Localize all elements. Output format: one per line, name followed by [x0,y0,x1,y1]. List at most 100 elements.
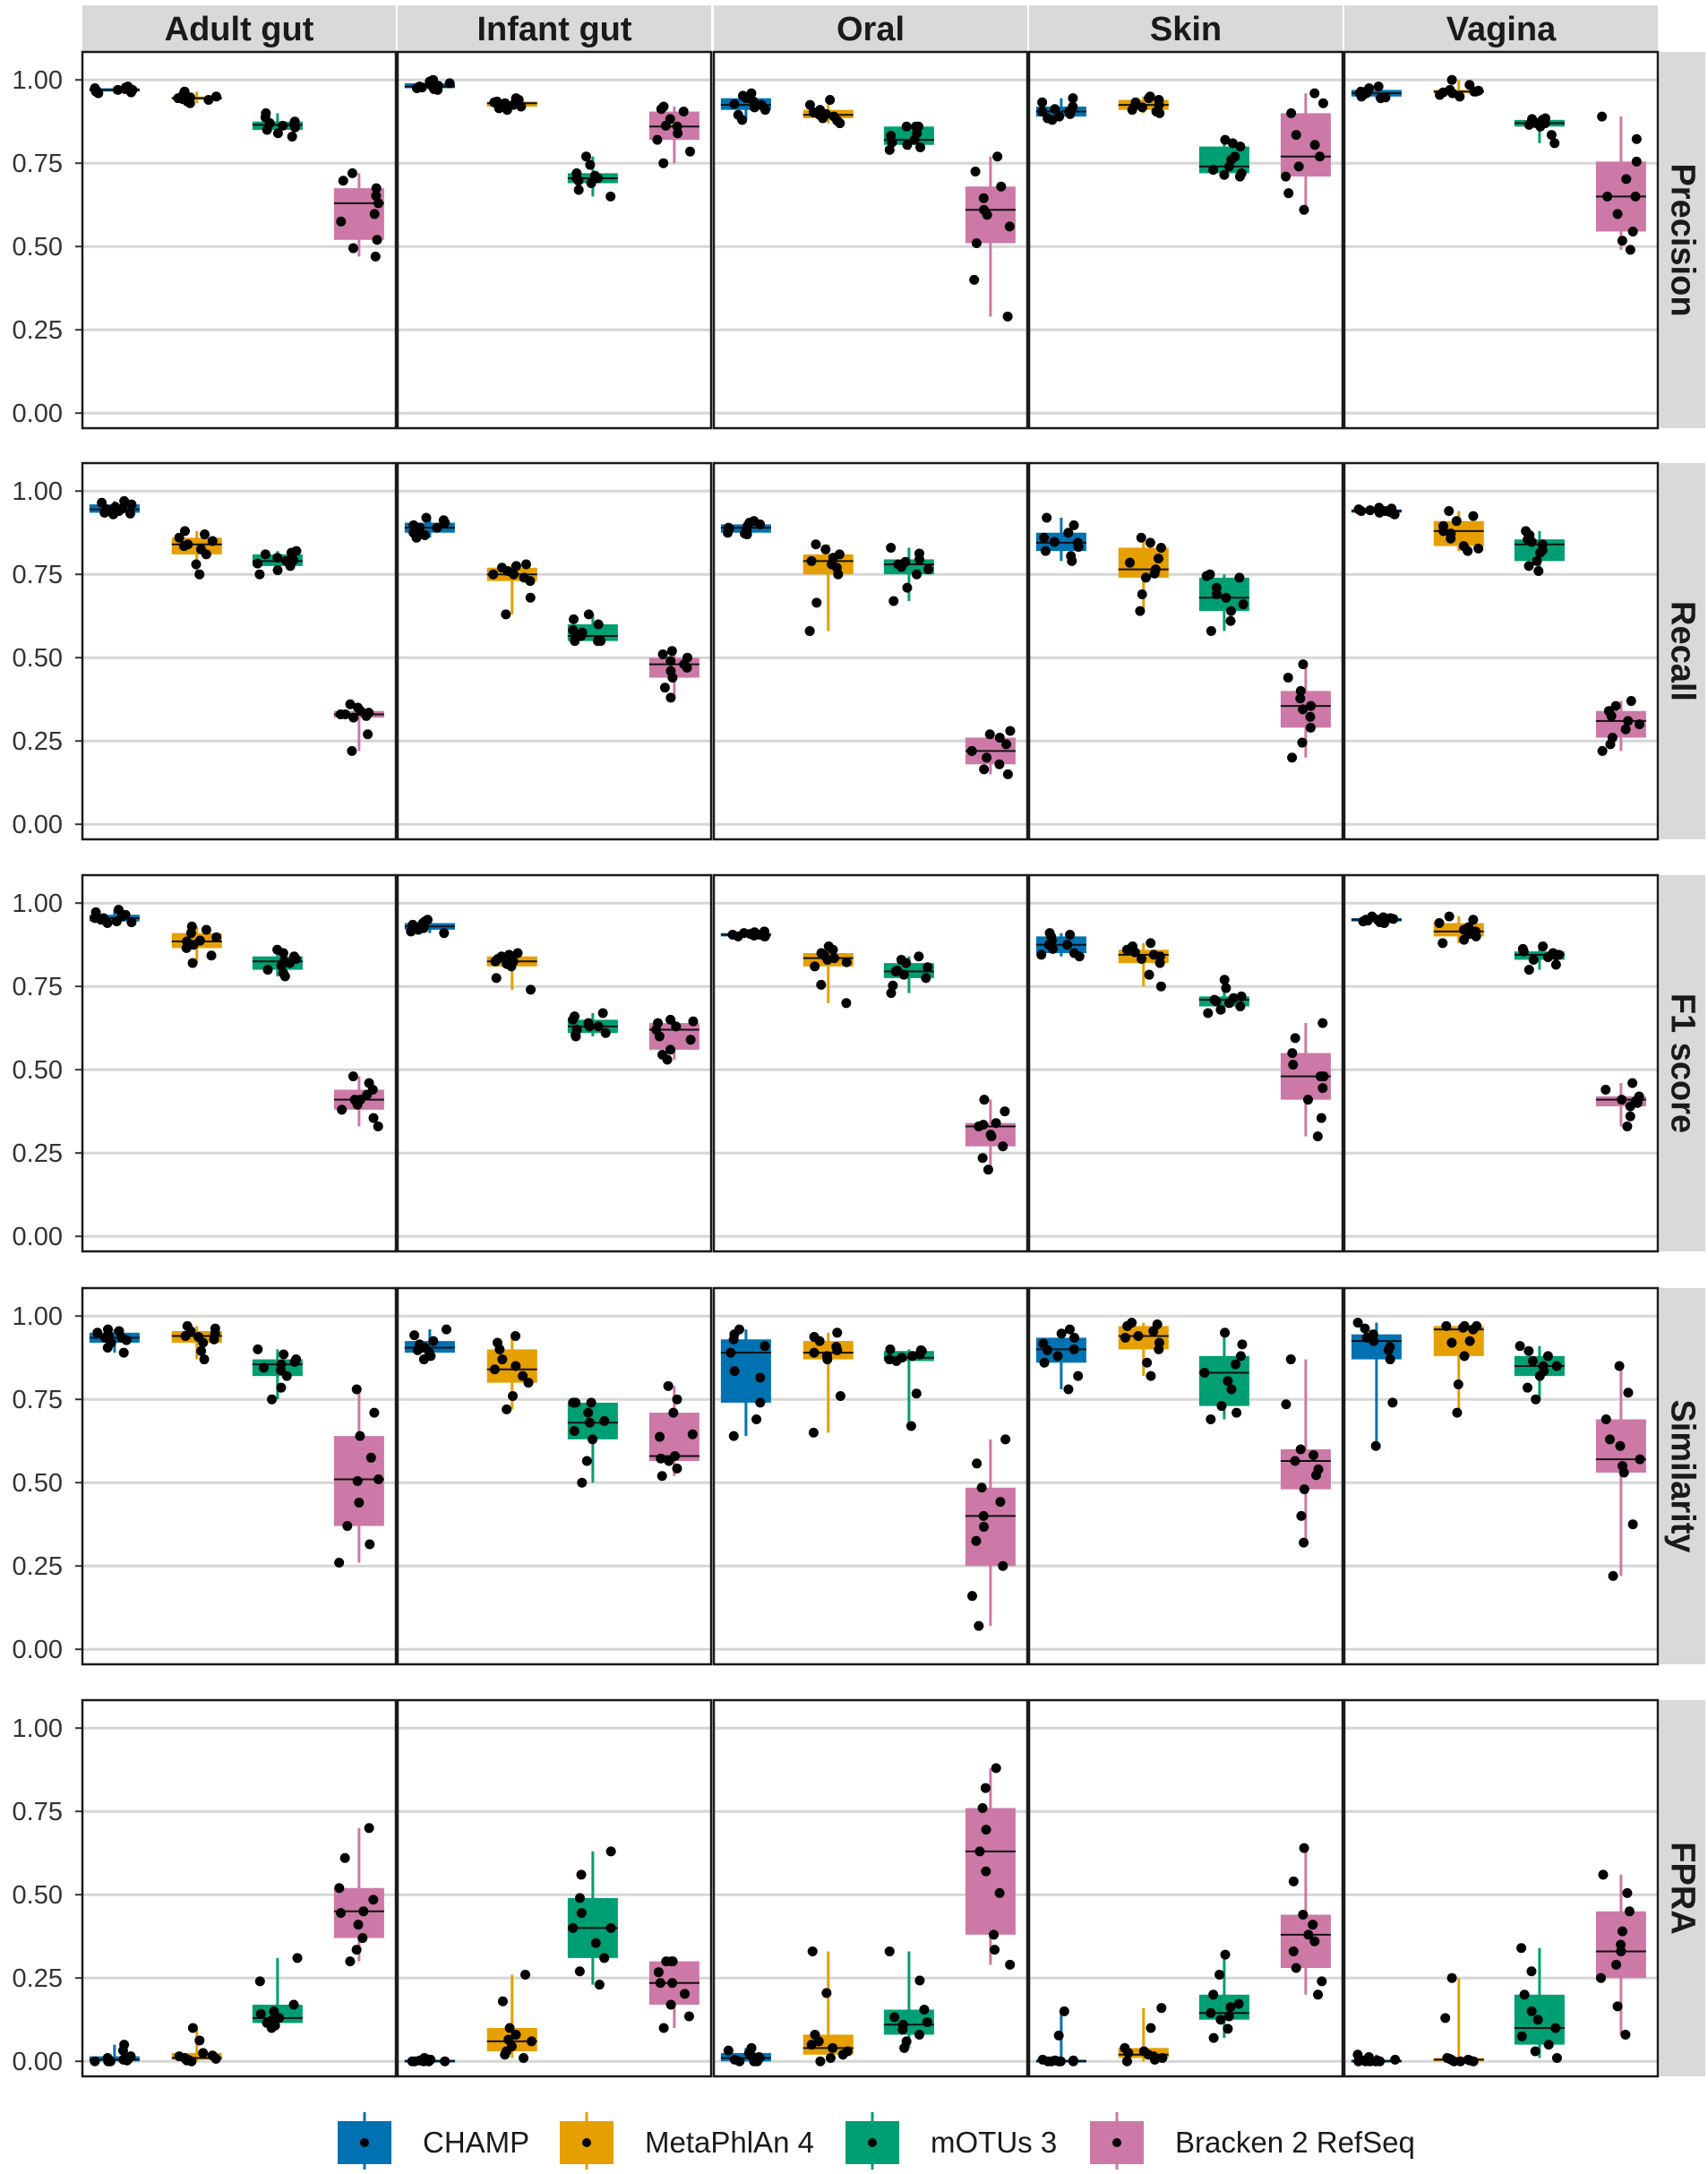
data-point [1283,673,1293,683]
data-point [901,2036,912,2047]
data-point [911,1388,922,1399]
data-point [896,562,906,572]
data-point [364,708,374,718]
facet-panel [396,50,713,430]
data-point [1000,1106,1010,1117]
data-point [1296,1510,1307,1521]
data-point [1290,1033,1300,1044]
data-point [1303,1929,1314,1940]
data-point [888,980,898,991]
data-point [678,107,689,117]
data-point [978,1510,989,1521]
data-point [1221,592,1232,603]
data-point [1616,1939,1626,1950]
data-point [1622,1887,1633,1898]
data-point [658,2023,669,2033]
data-point [511,1331,521,1342]
data-point [1612,2001,1623,2012]
data-point [760,931,770,941]
data-point [1306,700,1317,711]
data-point [588,1434,598,1445]
data-point [1317,98,1328,108]
data-point [269,2006,279,2016]
data-point [91,85,102,96]
data-point [680,1989,691,1999]
data-point [1216,1401,1227,1412]
data-point [1042,512,1052,523]
data-point [593,1021,604,1032]
data-point [1145,537,1155,548]
data-point [345,1956,356,1967]
data-point [275,1365,286,1376]
data-point [1227,138,1238,149]
data-point [984,729,995,740]
data-point [512,948,523,958]
data-point [511,561,521,571]
data-point [1449,2056,1460,2067]
data-point [1446,74,1457,85]
y-tick-label: 0.25 [13,1139,63,1168]
data-point [576,1869,587,1880]
data-point [992,151,1003,162]
data-point [1144,93,1154,104]
data-point [1435,90,1446,100]
data-point [334,1557,345,1568]
facet-panel [81,1698,398,2078]
panel-border [712,461,1029,841]
data-point [665,1014,676,1025]
y-tick-label: 0.25 [13,1552,63,1581]
data-point [685,1035,696,1045]
data-point [1540,118,1550,129]
data-point [206,950,217,961]
data-point [806,555,817,566]
data-point [1221,983,1232,993]
column-strip-label: Infant gut [476,11,631,48]
data-point [888,596,899,606]
data-point [569,1426,579,1437]
data-point [1523,965,1534,975]
data-point [1281,1399,1292,1410]
data-point [1288,1060,1299,1070]
data-point [653,1967,664,1978]
data-point [1543,2040,1554,2050]
data-point [842,2046,853,2057]
data-point [337,1104,348,1115]
panel-border [1027,50,1344,430]
data-point [1133,1331,1144,1342]
data-point [825,2052,836,2063]
column-strip-label: Adult gut [165,11,314,48]
box [171,2052,222,2060]
data-point [1446,1972,1457,1983]
data-point [919,2005,930,2015]
panel-border [1027,1698,1344,2078]
data-point [1288,1946,1299,1956]
data-point [1313,1464,1324,1474]
data-point [507,1390,518,1401]
data-point [659,683,670,693]
panel-background [82,875,396,1251]
data-point [1375,2056,1386,2067]
data-point [1549,138,1560,149]
y-tick-label: 0.50 [13,233,63,262]
data-point [656,1453,666,1464]
data-point [658,158,669,168]
data-point [1053,2030,1064,2041]
data-point [896,954,906,965]
data-point [1234,572,1245,583]
data-point [740,528,751,539]
data-point [262,965,273,975]
data-point [990,1945,1000,1955]
data-point [571,173,582,184]
data-point [1199,1367,1210,1378]
data-point [1444,506,1455,517]
data-point [577,1477,588,1488]
data-point [1298,659,1309,670]
data-point [1299,204,1309,215]
data-point [724,523,734,534]
data-point [733,109,743,120]
data-point [989,1929,1000,1940]
data-point [1050,104,1060,115]
data-point [1364,83,1375,93]
data-point [810,961,820,972]
data-point [1625,245,1635,255]
